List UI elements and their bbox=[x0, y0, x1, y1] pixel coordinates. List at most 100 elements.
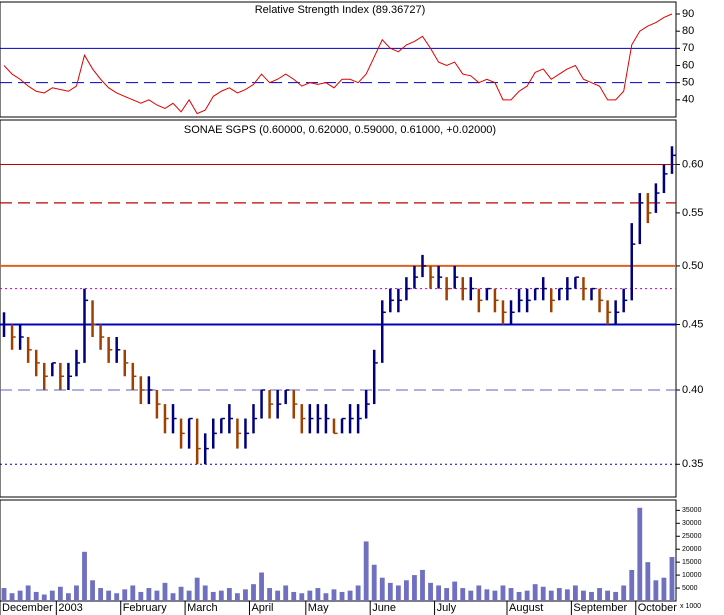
volume-bar bbox=[605, 590, 611, 601]
volume-bar bbox=[436, 585, 442, 601]
volume-bar bbox=[468, 590, 474, 601]
y-tick-label: 0.40 bbox=[682, 384, 703, 396]
volume-bar bbox=[267, 588, 273, 601]
volume-bar bbox=[251, 584, 256, 601]
volume-bar bbox=[444, 588, 450, 601]
y-tick-label: 25000 bbox=[682, 533, 702, 540]
volume-bar bbox=[556, 588, 562, 601]
volume-bar bbox=[452, 581, 458, 601]
volume-bar bbox=[412, 575, 417, 601]
volume-bar bbox=[275, 590, 281, 601]
volume-bar bbox=[17, 590, 23, 601]
volume-bar bbox=[637, 507, 643, 601]
x-tick-label: August bbox=[509, 602, 543, 614]
volume-bar bbox=[548, 590, 554, 601]
volume-bar bbox=[484, 589, 490, 601]
volume-bar bbox=[347, 590, 353, 601]
volume-bar bbox=[234, 593, 240, 601]
volume-bar bbox=[500, 585, 506, 601]
y-tick-label: 10000 bbox=[682, 572, 702, 579]
volume-bar bbox=[146, 588, 152, 601]
y-tick-label: 5000 bbox=[682, 585, 698, 592]
volume-bar bbox=[540, 586, 546, 601]
volume-bar bbox=[597, 588, 602, 601]
volume-bar bbox=[226, 588, 232, 601]
y-tick-label: 35000 bbox=[682, 507, 702, 514]
x-tick-label: September bbox=[573, 602, 627, 614]
volume-bar bbox=[106, 590, 112, 601]
volume-unit: x 1000 bbox=[680, 603, 701, 610]
y-tick-label: 20000 bbox=[682, 546, 702, 553]
volume-bar bbox=[154, 590, 160, 601]
x-tick-label: May bbox=[308, 602, 329, 614]
volume-bar bbox=[162, 582, 168, 601]
volume-bar bbox=[403, 580, 409, 601]
volume-bar bbox=[130, 585, 136, 601]
volume-bar bbox=[669, 556, 675, 601]
volume-bar bbox=[202, 585, 208, 601]
volume-bar bbox=[331, 589, 337, 601]
y-tick-label: 0.55 bbox=[682, 207, 703, 219]
y-tick-label: 50 bbox=[682, 77, 694, 89]
y-tick-label: 70 bbox=[682, 42, 694, 54]
volume-bar bbox=[9, 593, 15, 601]
volume-bar bbox=[82, 551, 87, 601]
indicator-title: Relative Strength Index (89.36727) bbox=[255, 4, 426, 16]
volume-bar bbox=[299, 593, 305, 601]
volume-bar bbox=[41, 594, 47, 601]
volume-bar bbox=[621, 585, 627, 601]
volume-bar bbox=[363, 541, 369, 601]
volume-bar bbox=[387, 582, 393, 601]
volume-bar bbox=[492, 590, 498, 601]
chart-title: SONAE SGPS (0.60000, 0.62000, 0.59000, 0… bbox=[184, 124, 496, 136]
volume-bar bbox=[307, 590, 313, 601]
volume-bar bbox=[25, 585, 31, 601]
volume-bar bbox=[57, 586, 63, 601]
volume-bar bbox=[1, 588, 7, 601]
volume-bar bbox=[259, 572, 264, 601]
x-tick-label: October bbox=[638, 602, 677, 614]
volume-bar bbox=[420, 569, 425, 601]
volume-bar bbox=[323, 593, 329, 601]
volume-bar bbox=[194, 577, 200, 601]
y-tick-label: 60 bbox=[682, 59, 694, 71]
volume-bar bbox=[170, 593, 176, 601]
volume-bar bbox=[355, 585, 361, 601]
volume-bar bbox=[508, 588, 514, 601]
volume-bar bbox=[613, 591, 619, 601]
volume-bar bbox=[243, 589, 248, 601]
volume-bar bbox=[49, 590, 55, 601]
x-tick-label: February bbox=[123, 602, 168, 614]
volume-bar bbox=[532, 584, 538, 601]
volume-bar bbox=[572, 585, 578, 601]
y-tick-label: 0.50 bbox=[682, 260, 703, 272]
volume-bar bbox=[98, 588, 104, 601]
volume-bar bbox=[653, 580, 659, 601]
y-tick-label: 0.60 bbox=[682, 158, 703, 170]
volume-bar bbox=[339, 591, 345, 601]
volume-bar bbox=[65, 593, 71, 601]
y-tick-label: 0.45 bbox=[682, 318, 703, 330]
volume-bar bbox=[589, 591, 594, 601]
y-tick-label: 80 bbox=[682, 25, 694, 37]
y-tick-label: 30000 bbox=[682, 520, 702, 527]
volume-bar bbox=[283, 585, 289, 601]
volume-bar bbox=[379, 577, 385, 601]
volume-bar bbox=[476, 585, 482, 601]
volume-bar bbox=[395, 585, 401, 601]
volume-bar bbox=[90, 580, 95, 601]
volume-bar bbox=[564, 589, 570, 601]
rsi-line bbox=[3, 13, 673, 115]
y-tick-label: 15000 bbox=[682, 559, 702, 566]
volume-bar bbox=[210, 591, 216, 601]
volume-bar bbox=[629, 569, 635, 601]
volume-bar bbox=[460, 588, 466, 601]
x-tick-label: December bbox=[2, 602, 53, 614]
x-tick-label: June bbox=[372, 602, 396, 614]
x-tick-label: April bbox=[251, 602, 273, 614]
y-tick-label: 90 bbox=[682, 8, 694, 20]
volume-bar bbox=[661, 577, 667, 601]
volume-bar bbox=[371, 564, 377, 601]
